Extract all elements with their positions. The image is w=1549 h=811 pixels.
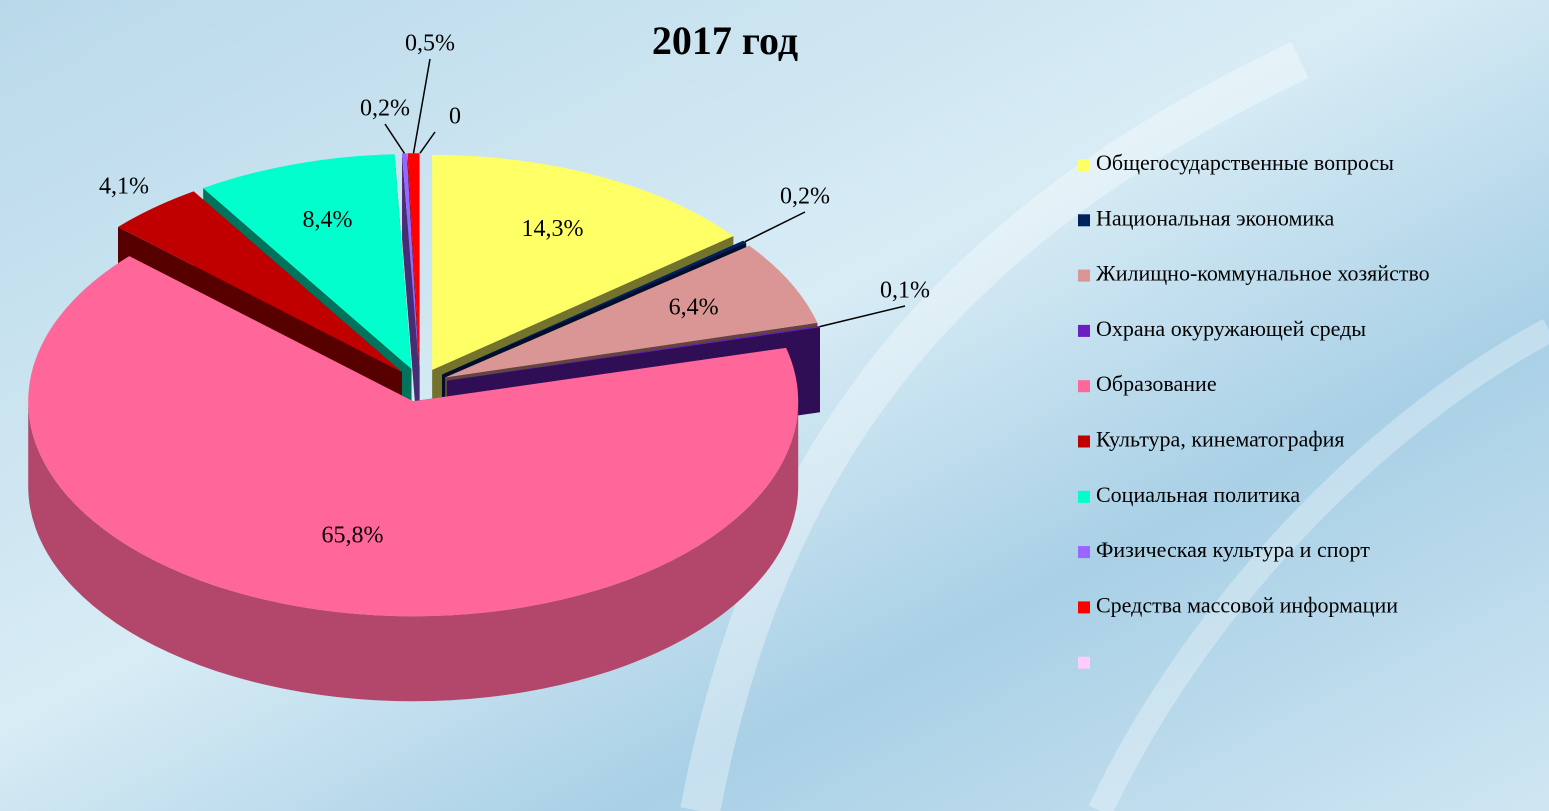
legend-swatch [1078,601,1090,614]
slice-side [402,153,419,454]
data-label: 0,5% [405,31,455,57]
slice [407,153,420,369]
leader-line [419,131,436,154]
data-label: 8,4% [303,207,353,233]
legend-swatch [1078,656,1090,669]
legend-swatch [1078,380,1090,393]
legend-swatch [1078,214,1090,227]
decor [1088,318,1549,811]
data-label: 4,1% [99,174,149,200]
legend-swatch [1078,435,1090,448]
leader-line [384,123,406,154]
data-label: 6,4% [669,295,719,321]
legend-swatch [1078,546,1090,559]
legend-label: Образование [1096,371,1217,396]
legend-label: Физическая культура и спорт [1096,537,1370,562]
data-label: 14,3% [522,216,584,242]
data-label: 65,8% [321,522,383,548]
legend-label: Средства массовой информации [1096,592,1398,617]
legend-swatch [1078,269,1090,282]
legend-label: Национальная экономика [1096,205,1335,230]
leader-line [819,305,906,328]
legend-label: Культура, кинематография [1096,427,1345,452]
legend-swatch [1078,324,1090,337]
data-label: 0,2% [780,184,830,210]
legend-swatch [1078,490,1090,503]
leader-line [744,211,806,243]
legend-label: Общегосударственные вопросы [1096,150,1394,175]
chart-title: 2017 год [652,18,798,63]
slice [432,154,734,370]
legend-swatch [1078,159,1090,171]
legend-label: Жилищно-коммунальное хозяйство [1096,261,1430,286]
decor [680,41,1309,811]
slice [203,154,412,369]
slice [442,240,747,375]
data-label: 0,2% [360,96,410,122]
data-label: 0 [449,104,461,130]
legend-label: Социальная политика [1096,482,1300,507]
slice [445,245,818,378]
slice [28,256,799,617]
leader-line [412,58,431,154]
legend-label: Охрана окуружающей среды [1096,316,1366,341]
data-label: 0,1% [880,278,930,304]
slice [118,191,402,373]
slice [402,153,419,369]
slice [447,325,821,381]
slice-wall [28,401,799,702]
